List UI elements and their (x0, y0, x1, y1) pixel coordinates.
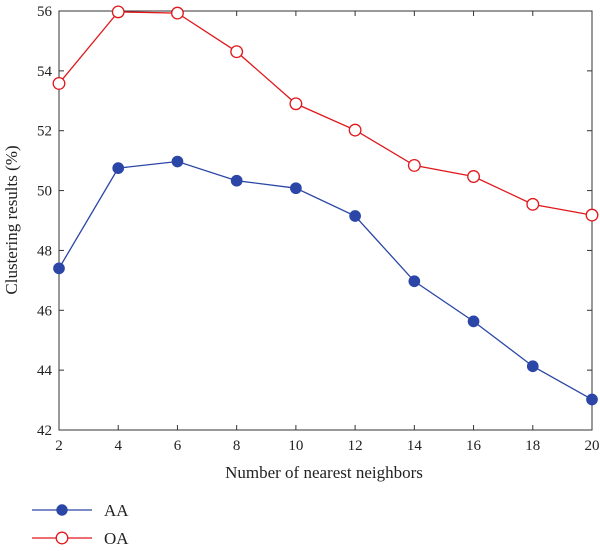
x-tick-label: 2 (55, 438, 63, 454)
y-axis: 42 44 46 48 50 52 54 56 (37, 4, 592, 439)
data-point-oa (526, 197, 540, 211)
data-point-aa (408, 275, 421, 288)
x-tick-label: 18 (525, 438, 540, 454)
legend-item-aa: AA (32, 501, 129, 520)
x-axis-title: Number of nearest neighbors (225, 463, 423, 482)
data-point-oa (230, 45, 244, 59)
y-axis-title: Clustering results (%) (2, 145, 21, 294)
data-point-aa (349, 210, 361, 222)
data-point-oa (170, 6, 184, 20)
x-tick-label: 14 (407, 438, 423, 454)
series-line-aa (58, 160, 593, 401)
series-oa (52, 5, 599, 222)
x-tick-label: 20 (585, 438, 600, 454)
x-tick-label: 8 (233, 438, 241, 454)
data-point-oa (52, 76, 66, 90)
legend-label-aa: AA (104, 501, 129, 520)
data-point-oa (348, 123, 362, 137)
data-point-aa (112, 162, 125, 174)
data-point-aa (290, 182, 302, 195)
data-point-oa (111, 5, 125, 19)
series-aa (53, 155, 598, 406)
y-tick-label: 52 (37, 124, 52, 140)
data-point-aa (467, 315, 480, 328)
plot-frame (58, 10, 593, 431)
data-point-oa (467, 170, 481, 183)
x-tick-label: 6 (174, 438, 182, 454)
legend-label-oa: OA (104, 529, 129, 548)
y-tick-label: 54 (37, 64, 53, 80)
y-tick-label: 42 (37, 423, 52, 439)
y-tick-label: 50 (37, 184, 52, 200)
plot-area (58, 10, 593, 431)
legend-marker-oa (55, 531, 69, 545)
data-point-aa (171, 155, 184, 168)
y-tick-label: 44 (37, 363, 53, 379)
legend: AA OA (32, 501, 129, 548)
x-tick-label: 16 (466, 438, 482, 454)
series-line-oa (58, 11, 593, 216)
data-point-oa (585, 208, 599, 222)
x-tick-label: 4 (114, 438, 122, 454)
data-point-aa (526, 360, 539, 373)
legend-item-oa: OA (32, 529, 129, 548)
y-tick-label: 48 (37, 243, 52, 259)
x-axis: 2 4 6 8 10 12 14 16 18 20 (55, 11, 600, 454)
x-tick-label: 10 (288, 438, 303, 454)
x-tick-label: 12 (348, 438, 363, 454)
series-layer (52, 5, 599, 406)
y-tick-label: 46 (37, 303, 53, 319)
data-point-aa (230, 174, 243, 187)
data-point-aa (53, 262, 65, 275)
data-point-oa (289, 97, 303, 111)
y-tick-label: 56 (37, 4, 53, 20)
legend-marker-aa (56, 504, 68, 516)
data-point-aa (586, 393, 598, 406)
data-point-oa (407, 158, 421, 172)
